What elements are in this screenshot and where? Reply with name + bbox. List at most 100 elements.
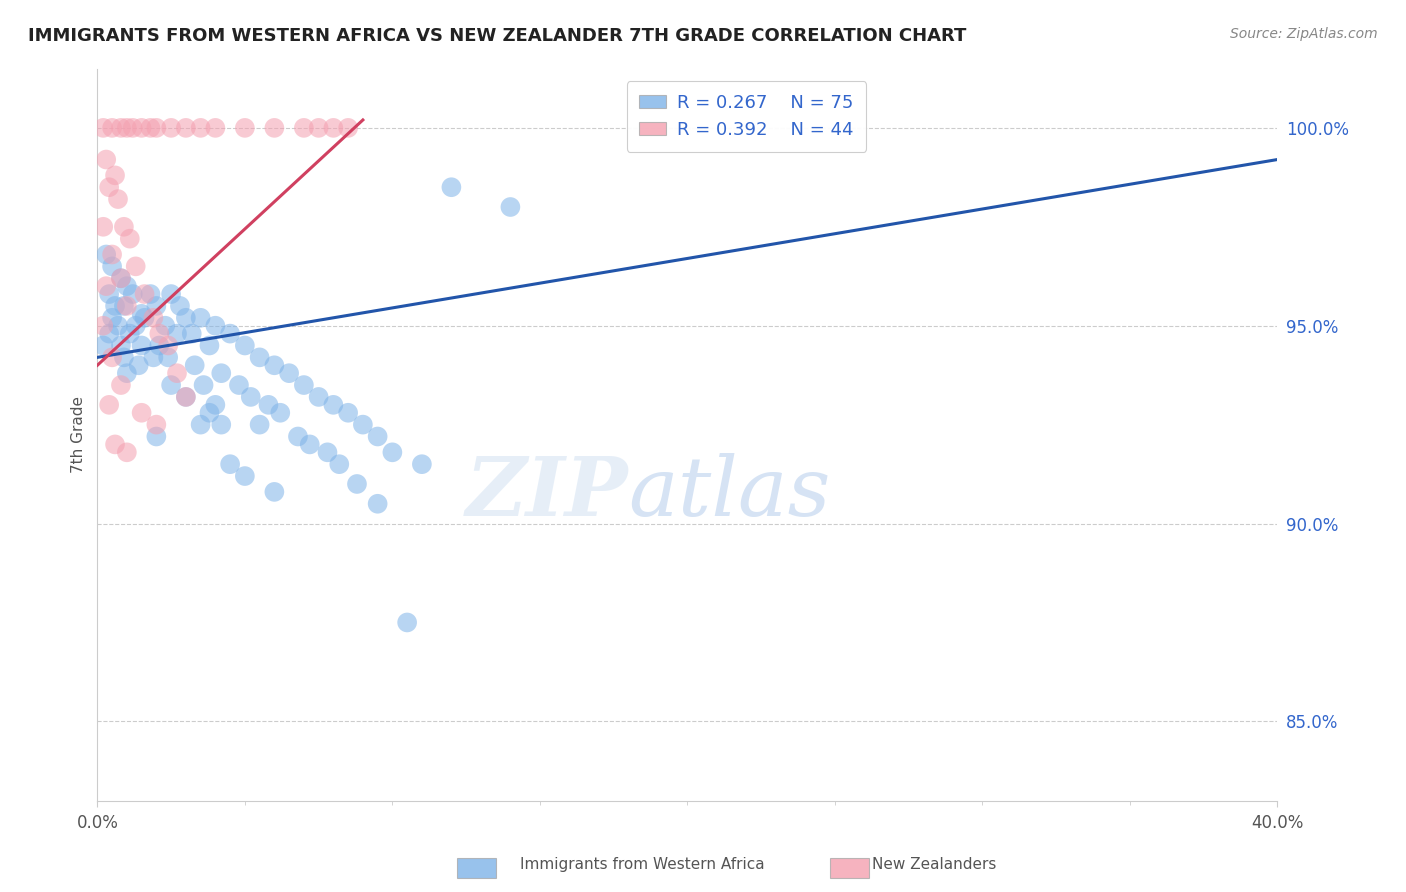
Point xyxy=(101,247,124,261)
Point xyxy=(96,153,118,167)
Point xyxy=(115,366,138,380)
Point xyxy=(346,477,368,491)
Point xyxy=(322,120,344,135)
Point xyxy=(145,429,167,443)
Point xyxy=(190,120,212,135)
Point xyxy=(337,406,360,420)
Point xyxy=(96,279,118,293)
Point xyxy=(292,120,315,135)
Point xyxy=(115,120,138,135)
Point xyxy=(91,318,114,333)
Point xyxy=(367,429,389,443)
Point xyxy=(183,358,205,372)
Point xyxy=(180,326,202,341)
Point xyxy=(219,457,242,471)
Text: New Zealanders: New Zealanders xyxy=(872,857,995,872)
Point xyxy=(308,390,330,404)
Point xyxy=(160,287,183,301)
Text: Immigrants from Western Africa: Immigrants from Western Africa xyxy=(520,857,765,872)
Point xyxy=(91,120,114,135)
Point xyxy=(287,429,309,443)
Point xyxy=(228,378,250,392)
Point xyxy=(128,358,150,372)
Point xyxy=(257,398,280,412)
Point xyxy=(157,351,180,365)
Point xyxy=(112,351,135,365)
Text: ZIP: ZIP xyxy=(465,453,628,533)
Point xyxy=(125,260,148,274)
Point xyxy=(269,406,291,420)
Point xyxy=(131,406,153,420)
Point xyxy=(104,169,127,183)
Point xyxy=(160,378,183,392)
Point xyxy=(91,338,114,352)
Point xyxy=(263,358,285,372)
Point xyxy=(209,366,232,380)
Point xyxy=(142,351,165,365)
Point xyxy=(118,232,141,246)
Point xyxy=(98,287,121,301)
Point xyxy=(155,318,177,333)
Point xyxy=(101,310,124,325)
Point xyxy=(121,120,143,135)
Point xyxy=(298,437,321,451)
Point xyxy=(91,219,114,234)
Text: IMMIGRANTS FROM WESTERN AFRICA VS NEW ZEALANDER 7TH GRADE CORRELATION CHART: IMMIGRANTS FROM WESTERN AFRICA VS NEW ZE… xyxy=(28,27,966,45)
Point xyxy=(190,310,212,325)
Point xyxy=(110,338,132,352)
Point xyxy=(440,180,463,194)
Point xyxy=(125,318,148,333)
Point xyxy=(499,200,522,214)
Point xyxy=(278,366,301,380)
Point xyxy=(101,351,124,365)
Point xyxy=(148,326,170,341)
Point xyxy=(204,120,226,135)
Point xyxy=(292,378,315,392)
Point xyxy=(121,287,143,301)
Point xyxy=(174,310,197,325)
Point xyxy=(157,338,180,352)
Point xyxy=(96,247,118,261)
Point xyxy=(233,120,256,135)
Point xyxy=(107,318,129,333)
Point xyxy=(145,417,167,432)
Point xyxy=(139,287,162,301)
Point xyxy=(190,417,212,432)
Point xyxy=(263,484,285,499)
Point xyxy=(110,271,132,285)
Point xyxy=(134,310,156,325)
Point xyxy=(104,299,127,313)
Point xyxy=(174,390,197,404)
Text: atlas: atlas xyxy=(628,453,831,533)
Point xyxy=(101,260,124,274)
Point xyxy=(367,497,389,511)
Point xyxy=(110,271,132,285)
Point xyxy=(160,120,183,135)
Point xyxy=(204,398,226,412)
Point xyxy=(337,120,360,135)
Point xyxy=(166,366,188,380)
Text: Source: ZipAtlas.com: Source: ZipAtlas.com xyxy=(1230,27,1378,41)
Point xyxy=(249,351,271,365)
Point xyxy=(112,299,135,313)
Point xyxy=(233,469,256,483)
Point xyxy=(115,279,138,293)
Point xyxy=(142,310,165,325)
Point xyxy=(193,378,215,392)
Point xyxy=(110,378,132,392)
Point xyxy=(110,120,132,135)
Point xyxy=(131,338,153,352)
Point xyxy=(145,299,167,313)
Point xyxy=(101,120,124,135)
Point xyxy=(381,445,404,459)
Point xyxy=(98,180,121,194)
Point xyxy=(139,120,162,135)
Point xyxy=(107,192,129,206)
Point xyxy=(166,326,188,341)
Point xyxy=(131,307,153,321)
Point xyxy=(145,120,167,135)
Point xyxy=(308,120,330,135)
Point xyxy=(204,318,226,333)
Point xyxy=(411,457,433,471)
Point xyxy=(134,287,156,301)
